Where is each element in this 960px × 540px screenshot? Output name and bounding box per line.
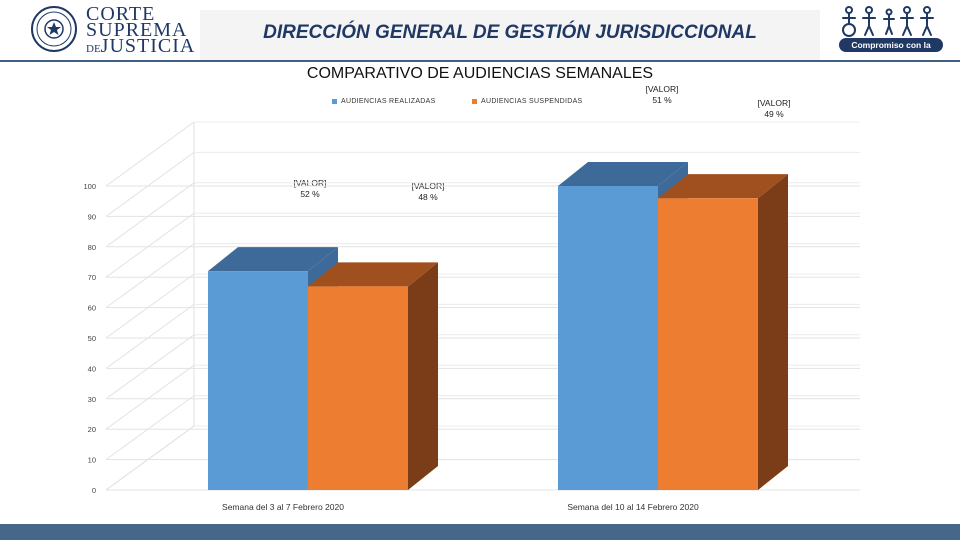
chart-title: COMPARATIVO DE AUDIENCIAS SEMANALES xyxy=(306,65,654,82)
brand-line-1: CORTE xyxy=(86,3,156,25)
legend-label-realizadas: AUDIENCIAS REALIZADAS xyxy=(341,98,436,105)
header-rule xyxy=(0,60,960,62)
y-tick-label: 30 xyxy=(88,395,96,404)
gridline-depth xyxy=(105,334,195,400)
data-label-line1: [VALOR] xyxy=(757,98,791,108)
gridline-depth xyxy=(105,364,195,430)
bar-top-face xyxy=(208,247,338,272)
bar-suspendidas xyxy=(658,198,758,490)
bar-side-face xyxy=(758,174,788,490)
legend-swatch-suspendidas xyxy=(472,98,477,104)
footer-band xyxy=(0,524,960,540)
people-group-icon xyxy=(842,6,934,37)
bar-suspendidas xyxy=(308,286,408,490)
x-category-label: Semana del 3 al 7 Febrero 2020 xyxy=(222,502,344,512)
brand-line-2: SUPREMA xyxy=(86,19,188,41)
gridline-depth xyxy=(105,182,195,248)
data-label-line2: 52 % xyxy=(300,189,320,199)
bar-realizadas xyxy=(208,271,308,490)
data-label-suspendidas-week2: [VALOR] 49 % xyxy=(744,98,804,120)
gridline-depth xyxy=(105,303,195,369)
header-band: CORTE SUPREMA DEJUSTICIA DIRECCIÓN GENER… xyxy=(0,0,960,64)
y-tick-label: 0 xyxy=(92,486,96,495)
brand-line-3: JUSTICIA xyxy=(100,35,196,57)
slogan-logo: Compromiso con la gente xyxy=(835,4,947,64)
y-tick-label: 40 xyxy=(88,364,96,373)
header-title-bar xyxy=(200,10,820,62)
court-seal-icon xyxy=(31,6,77,52)
gridline-depth xyxy=(105,395,195,461)
bar-side-face xyxy=(408,262,438,490)
y-tick-label: 90 xyxy=(88,212,96,221)
gridline-depth xyxy=(105,425,195,491)
court-brand: CORTE SUPREMA DEJUSTICIA xyxy=(86,3,196,57)
data-label-line1: [VALOR] xyxy=(645,84,679,94)
x-category-label: Semana del 10 al 14 Febrero 2020 xyxy=(567,502,699,512)
brand-line-3-prefix: DE xyxy=(86,43,101,55)
y-tick-label: 100 xyxy=(83,182,96,191)
y-tick-label: 20 xyxy=(88,425,96,434)
data-label-realizadas-week2: [VALOR] 51 % xyxy=(632,84,692,106)
data-label-line2: 51 % xyxy=(652,95,672,105)
bar-realizadas xyxy=(558,186,658,490)
legend-label-suspendidas: AUDIENCIAS SUSPENDIDAS xyxy=(481,98,583,105)
y-tick-label: 60 xyxy=(88,304,96,313)
y-tick-label: 50 xyxy=(88,334,96,343)
legend-swatch-realizadas xyxy=(332,98,337,104)
y-tick-label: 10 xyxy=(88,456,96,465)
data-label-line2: 48 % xyxy=(418,192,438,202)
gridline-depth xyxy=(105,273,195,339)
y-tick-label: 80 xyxy=(88,243,96,252)
bar-top-face xyxy=(308,262,438,287)
bar-top-face xyxy=(558,162,688,186)
legend-item-suspendidas: AUDIENCIAS SUSPENDIDAS xyxy=(472,98,583,105)
gridline-depth xyxy=(105,212,195,278)
bar-top-face xyxy=(658,174,788,199)
page-title: DIRECCIÓN GENERAL DE GESTIÓN JURISDICCIO… xyxy=(263,22,757,43)
slogan-text: Compromiso con la gente xyxy=(839,38,943,64)
gridline-depth xyxy=(105,121,195,187)
y-tick-label: 70 xyxy=(88,273,96,282)
legend-item-realizadas: AUDIENCIAS REALIZADAS xyxy=(332,98,436,105)
data-label-line2: 49 % xyxy=(764,109,784,119)
gridline-depth xyxy=(105,243,195,309)
gridline-depth xyxy=(105,151,195,217)
